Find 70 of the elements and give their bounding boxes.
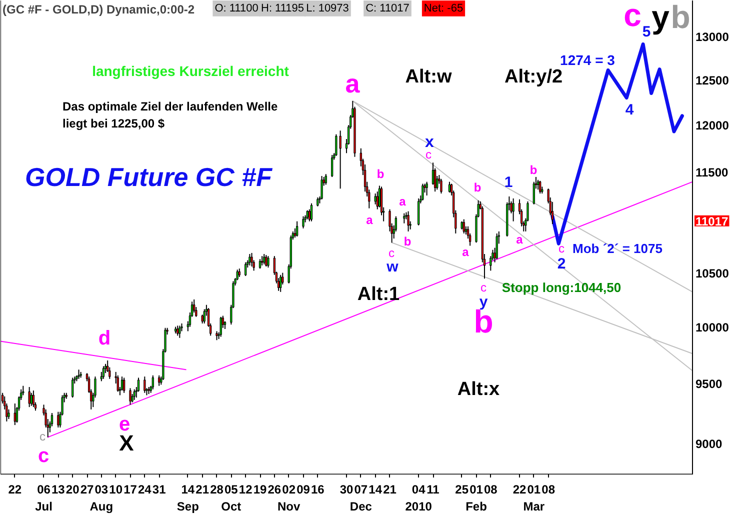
annotation: Alt:x (457, 378, 500, 400)
annotation: a (462, 245, 470, 260)
annotation: GOLD Future GC #F (25, 162, 274, 192)
annotation: d (98, 327, 111, 350)
annotation: a (345, 68, 360, 99)
annotation: Net: -65 (424, 2, 464, 14)
annotation: b (404, 234, 412, 248)
annotation: Alt:1 (357, 284, 400, 305)
annotation: b (474, 180, 482, 195)
annotation: 1274 = 3 (560, 52, 616, 68)
annotation: H: 11195 (260, 2, 304, 14)
annotation: c (40, 429, 46, 444)
y-tick-label: 12000 (696, 118, 730, 133)
x-tick-label: 27 (80, 482, 94, 496)
x-tick-label: 11 (426, 482, 440, 496)
y-tick-label: 13000 (696, 30, 730, 44)
annotation: 5 (642, 23, 651, 40)
x-tick-label: 09 (296, 482, 310, 496)
annotation: w (386, 258, 399, 276)
annotation: a (516, 232, 524, 246)
annotation: langfristiges Kursziel erreicht (92, 63, 290, 80)
annotation: 1 (504, 174, 513, 192)
y-tick-label: 9500 (696, 377, 723, 392)
annotation: c (388, 246, 394, 260)
annotation: b (376, 166, 384, 181)
x-tick-label: 21 (383, 482, 397, 496)
annotation: Alt:w (405, 66, 452, 88)
x-tick-label: 31 (152, 482, 166, 496)
annotation: b (530, 162, 538, 177)
x-tick-label: 12 (238, 482, 253, 496)
x-tick-label: 08 (542, 482, 556, 496)
x-tick-label: 26 (268, 482, 282, 496)
annotation: b (670, 0, 690, 36)
annotation: c (558, 241, 564, 256)
annotation: Stopp long:1044,50 (502, 280, 622, 295)
annotation: Mob ´2´ = 1075 (572, 240, 662, 256)
x-tick-label: 13 (51, 482, 66, 496)
annotation: a (366, 212, 374, 227)
x-tick-label: 06 Jul (35, 482, 52, 514)
x-tick-label: 22 (8, 482, 22, 496)
annotation: 2 (557, 255, 566, 272)
chart-title: (GC #F - GOLD,D) Dynamic,0:00-2 (2, 2, 195, 16)
y-tick-label: 11500 (696, 166, 729, 180)
x-tick-label: 16 (310, 482, 325, 496)
x-tick-label: 17 (124, 482, 138, 496)
annotation: O: 11100 (214, 2, 258, 14)
annotation: Alt:y/2 (504, 66, 563, 88)
annotation: c (624, 0, 642, 34)
annotation: C: 11017 (366, 2, 410, 14)
x-tick-label: 08 (484, 482, 498, 496)
x-tick-label: 28 (210, 482, 224, 496)
y-tick-label: 10000 (696, 320, 730, 334)
text: 11017 (696, 214, 729, 228)
annotation: c (38, 444, 50, 467)
x-tick-label: 10 (109, 482, 123, 496)
x-tick-label: 24 (138, 482, 152, 496)
annotation: y (652, 0, 670, 36)
x-tick-label: 14 (368, 482, 382, 496)
x-tick-label: 19 (253, 482, 267, 496)
annotation: c (480, 280, 486, 294)
annotation: L: 10973 (306, 2, 349, 14)
y-tick-label: 9000 (696, 436, 723, 451)
y-tick-label: 12500 (696, 73, 730, 88)
annotation: 4 (625, 102, 634, 119)
annotation: y (479, 294, 488, 311)
x-tick-label: 30 (340, 482, 354, 496)
y-tick-label: 10500 (696, 266, 730, 280)
annotation: Das optimale Ziel der laufenden Welle liegt bei 1225,00 $ (62, 100, 278, 130)
x-tick-label: 20 (66, 482, 80, 496)
annotation: a (399, 194, 406, 208)
